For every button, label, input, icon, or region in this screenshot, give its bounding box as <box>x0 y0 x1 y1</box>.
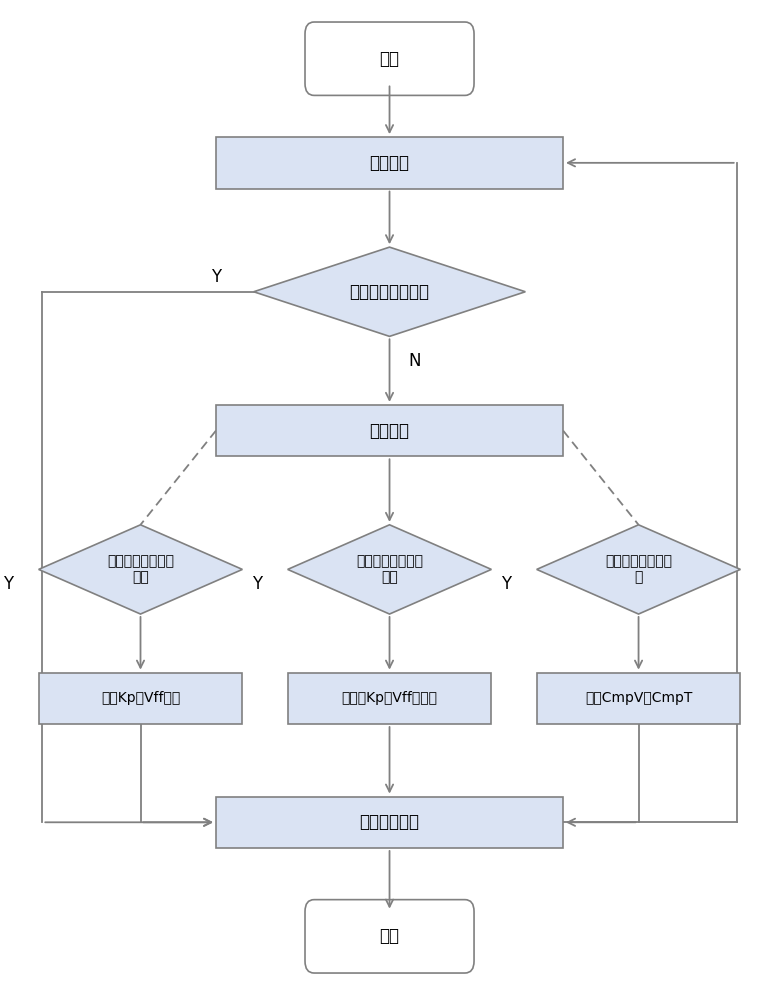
Text: 参数调整: 参数调整 <box>369 422 409 440</box>
Polygon shape <box>537 525 740 614</box>
Polygon shape <box>254 247 525 336</box>
Polygon shape <box>288 525 491 614</box>
Text: 开始: 开始 <box>379 50 399 68</box>
Text: 轴过象限处存在偏
差: 轴过象限处存在偏 差 <box>605 554 672 585</box>
Text: 轴角平分线处存在
偏差: 轴角平分线处存在 偏差 <box>356 554 423 585</box>
Text: N: N <box>409 352 421 370</box>
FancyBboxPatch shape <box>39 673 242 724</box>
Text: 结束: 结束 <box>379 927 399 945</box>
Text: 修改Kp，Vff参数: 修改Kp，Vff参数 <box>101 691 180 705</box>
Text: Y: Y <box>252 575 263 593</box>
FancyBboxPatch shape <box>305 900 474 973</box>
Text: 传动滞后距离是否
过大: 传动滞后距离是否 过大 <box>107 554 174 585</box>
FancyBboxPatch shape <box>216 405 563 456</box>
Text: Y: Y <box>211 268 221 286</box>
Text: 误差测定: 误差测定 <box>369 154 409 172</box>
Text: Y: Y <box>501 575 511 593</box>
FancyBboxPatch shape <box>305 22 474 95</box>
FancyBboxPatch shape <box>216 137 563 189</box>
FancyBboxPatch shape <box>537 673 740 724</box>
Text: 修改CmpV，CmpT: 修改CmpV，CmpT <box>585 691 692 705</box>
Text: 检查轴Kp，Vff一致性: 检查轴Kp，Vff一致性 <box>342 691 437 705</box>
FancyBboxPatch shape <box>216 797 563 848</box>
Polygon shape <box>39 525 242 614</box>
Text: 参数调整结束: 参数调整结束 <box>359 813 419 831</box>
FancyBboxPatch shape <box>288 673 491 724</box>
Text: 是否满足精度要求: 是否满足精度要求 <box>349 283 429 301</box>
Text: Y: Y <box>3 575 14 593</box>
